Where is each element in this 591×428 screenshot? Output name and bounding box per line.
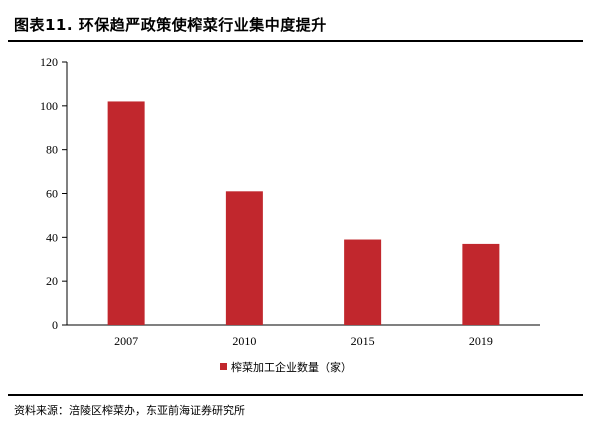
y-tick-label: 60 bbox=[46, 187, 58, 201]
x-tick-label: 2010 bbox=[232, 334, 256, 348]
legend: 榨菜加工企业数量（家） bbox=[220, 360, 352, 374]
bar-2019 bbox=[462, 243, 500, 325]
y-tick-label: 100 bbox=[40, 99, 58, 113]
bar-series bbox=[107, 101, 500, 325]
bar-2010 bbox=[225, 191, 263, 325]
y-tick-label: 20 bbox=[46, 274, 58, 288]
x-tick-label: 2019 bbox=[469, 334, 493, 348]
figure-title: 图表11. 环保趋严政策使榨菜行业集中度提升 bbox=[14, 16, 327, 34]
y-tick-label: 40 bbox=[46, 230, 58, 244]
y-tick-label: 120 bbox=[40, 55, 58, 69]
top-rule bbox=[8, 40, 583, 42]
bar-2015 bbox=[344, 239, 382, 325]
y-axis: 0 20 40 60 80 100 120 bbox=[40, 55, 68, 332]
bar-2007 bbox=[107, 101, 145, 325]
legend-swatch bbox=[220, 363, 227, 370]
x-tick-label: 2015 bbox=[351, 334, 375, 348]
x-axis: 2007 2010 2015 2019 bbox=[67, 324, 540, 348]
source-note: 资料来源：涪陵区榨菜办，东亚前海证券研究所 bbox=[14, 404, 245, 417]
legend-label: 榨菜加工企业数量（家） bbox=[231, 360, 352, 374]
y-tick-label: 80 bbox=[46, 143, 58, 157]
bottom-rule bbox=[8, 394, 583, 396]
y-tick-label: 0 bbox=[52, 318, 58, 332]
x-tick-label: 2007 bbox=[114, 334, 138, 348]
